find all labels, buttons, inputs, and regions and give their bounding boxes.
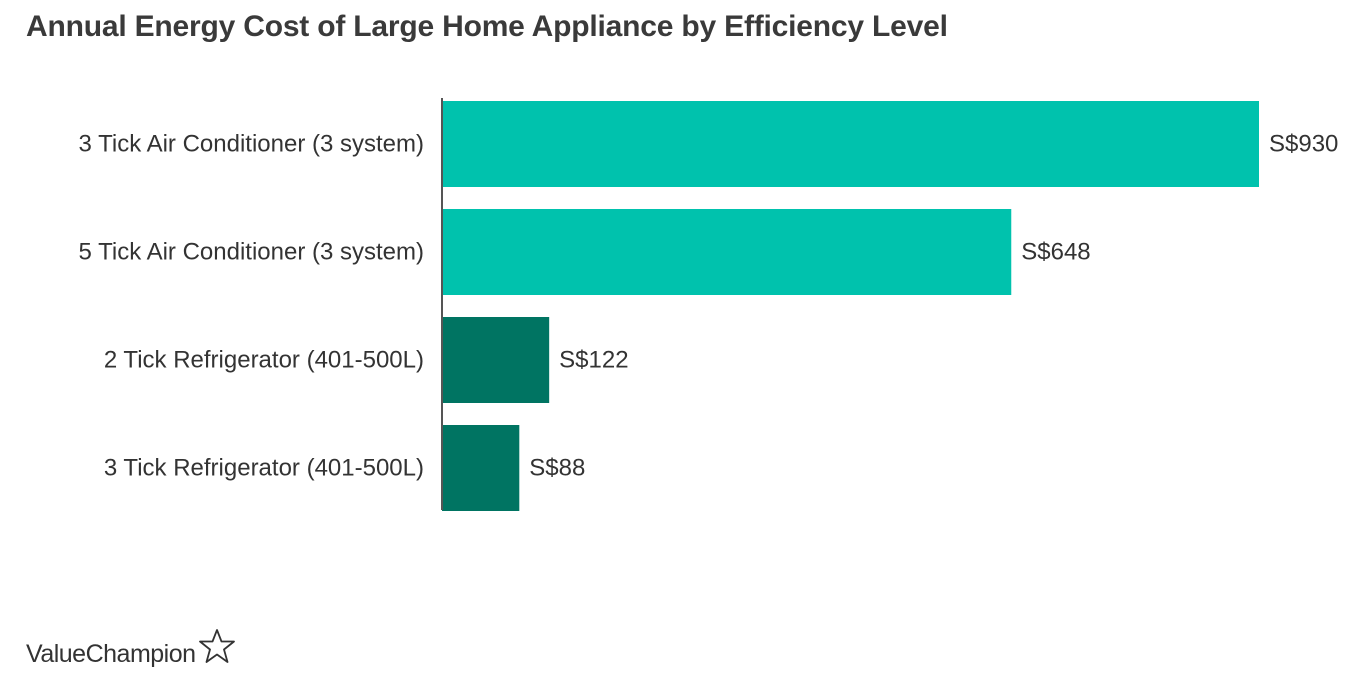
value-label: S$648: [1021, 239, 1090, 266]
star-outline-icon: [198, 628, 236, 669]
category-label: 2 Tick Refrigerator (401-500L): [104, 347, 424, 374]
value-label: S$122: [559, 347, 628, 374]
brand-name: ValueChampion: [26, 640, 196, 668]
chart-title: Annual Energy Cost of Large Home Applian…: [26, 10, 948, 43]
bar: [442, 209, 1012, 295]
bars-layer: 3 Tick Air Conditioner (3 system) S$930 5 …: [79, 101, 1338, 511]
bar: [442, 425, 520, 511]
category-label: 5 Tick Air Conditioner (3 system): [79, 239, 424, 266]
category-label: 3 Tick Air Conditioner (3 system): [79, 131, 424, 158]
value-label: S$930: [1269, 131, 1338, 158]
brand-logo: ValueChampion: [26, 629, 236, 669]
bar: [442, 101, 1259, 187]
category-label: 3 Tick Refrigerator (401-500L): [104, 455, 424, 482]
value-label: S$88: [529, 455, 585, 482]
bar: [442, 317, 550, 403]
